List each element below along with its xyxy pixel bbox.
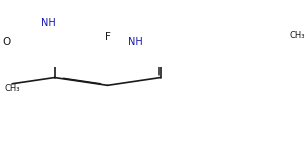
Text: NH: NH <box>41 18 56 28</box>
Text: CH₃: CH₃ <box>290 31 305 40</box>
Text: F: F <box>105 32 111 42</box>
Text: CH₃: CH₃ <box>4 84 20 93</box>
Text: NH: NH <box>128 37 143 47</box>
Text: O: O <box>2 37 11 47</box>
